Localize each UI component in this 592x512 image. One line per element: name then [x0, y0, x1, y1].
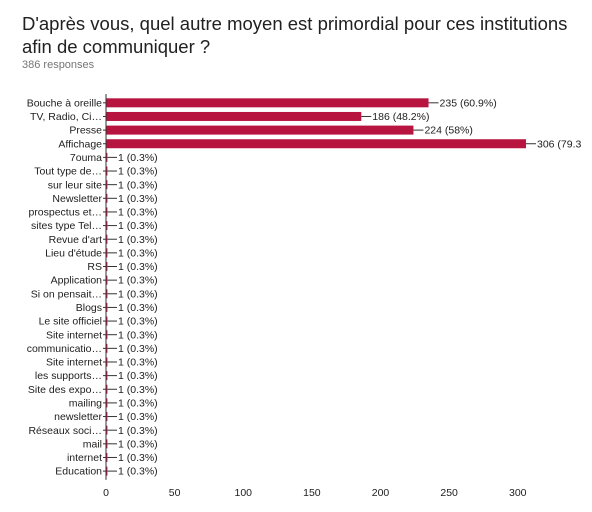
category-label: internet: [67, 452, 102, 464]
value-label: 1 (0.3%): [118, 398, 158, 410]
bar: [106, 275, 108, 285]
value-label: 1 (0.3%): [118, 438, 158, 450]
bar: [106, 384, 108, 394]
bar: [106, 398, 108, 408]
category-label: Site internet: [46, 357, 102, 369]
category-label: Newsletter: [52, 193, 102, 205]
category-label: Tout type de…: [34, 166, 102, 178]
category-label: Si on pensait…: [31, 288, 102, 300]
question-title: D'après vous, quel autre moyen est primo…: [22, 13, 568, 57]
x-tick-label: 100: [234, 487, 252, 499]
category-label: Revue d'art: [49, 234, 102, 246]
bar: [106, 98, 429, 108]
bar: [106, 330, 108, 340]
value-label: 1 (0.3%): [118, 329, 158, 341]
category-label: Education: [55, 466, 102, 478]
value-label: 235 (60.9%): [440, 97, 497, 109]
bar: [106, 166, 108, 176]
value-label: 1 (0.3%): [118, 316, 158, 328]
value-label: 1 (0.3%): [118, 220, 158, 232]
bar: [106, 180, 108, 190]
bar: [106, 193, 108, 203]
x-tick-label: 300: [509, 487, 527, 499]
bar: [106, 357, 108, 367]
category-label: prospectus et…: [28, 207, 102, 219]
value-label: 1 (0.3%): [118, 466, 158, 478]
category-label: les supports…: [35, 370, 102, 382]
value-label: 1 (0.3%): [118, 152, 158, 164]
value-label: 1 (0.3%): [118, 357, 158, 369]
bar: [106, 425, 108, 435]
value-label: 1 (0.3%): [118, 411, 158, 423]
x-tick-label: 150: [303, 487, 321, 499]
category-label: Presse: [69, 125, 102, 137]
value-label: 1 (0.3%): [118, 343, 158, 355]
value-label: 1 (0.3%): [118, 179, 158, 191]
value-label: 1 (0.3%): [118, 261, 158, 273]
category-label: Bouche à oreille: [27, 97, 102, 109]
category-label: Site des expo…: [28, 384, 102, 396]
bar: [106, 289, 108, 299]
value-label: 1 (0.3%): [118, 288, 158, 300]
bar: [106, 466, 108, 476]
value-label: 1 (0.3%): [118, 247, 158, 259]
category-label: communicatio…: [27, 343, 102, 355]
bar: [106, 316, 108, 326]
bar: [106, 262, 108, 271]
bar: [106, 234, 108, 244]
bar: [106, 221, 108, 231]
bar: [106, 139, 526, 149]
bar: [106, 248, 108, 258]
value-label: 1 (0.3%): [118, 166, 158, 178]
bar: [106, 412, 108, 422]
bar: [106, 125, 414, 135]
value-label: 1 (0.3%): [118, 370, 158, 382]
category-label: Site internet: [46, 329, 102, 341]
bar: [106, 343, 108, 353]
category-label: Blogs: [76, 302, 102, 314]
value-label: 1 (0.3%): [118, 452, 158, 464]
category-label: sites type Tel…: [31, 220, 102, 232]
value-label: 306 (79.3: [537, 138, 582, 150]
category-label: Application: [51, 275, 103, 287]
category-label: mailing: [69, 398, 102, 410]
value-label: 1 (0.3%): [118, 193, 158, 205]
value-label: 1 (0.3%): [118, 425, 158, 437]
x-tick-label: 0: [103, 487, 109, 499]
category-label: sur leur site: [48, 179, 102, 191]
bar: [106, 452, 108, 462]
value-label: 1 (0.3%): [118, 275, 158, 287]
bar: [106, 207, 108, 217]
value-label: 1 (0.3%): [118, 234, 158, 246]
category-label: Lieu d'étude: [45, 247, 102, 259]
category-label: TV, Radio, Ci…: [30, 111, 102, 123]
value-label: 1 (0.3%): [118, 384, 158, 396]
value-label: 1 (0.3%): [118, 302, 158, 314]
bar: [106, 111, 362, 121]
value-label: 224 (58%): [424, 125, 472, 137]
response-count: 386 responses: [22, 59, 95, 71]
category-label: Affichage: [58, 138, 102, 150]
bar: [106, 371, 108, 381]
x-tick-label: 250: [440, 487, 458, 499]
value-label: 186 (48.2%): [372, 111, 429, 123]
category-label: newsletter: [54, 411, 102, 423]
category-label: RS: [87, 261, 102, 273]
bar: [106, 152, 108, 162]
category-label: mail: [83, 438, 102, 450]
bar: [106, 439, 108, 449]
x-tick-label: 50: [169, 487, 181, 499]
category-label: 7ouma: [70, 152, 102, 164]
value-label: 1 (0.3%): [118, 207, 158, 219]
x-tick-label: 200: [372, 487, 390, 499]
category-label: Réseaux soci…: [28, 425, 102, 437]
bar: [106, 302, 108, 312]
category-label: Le site officiel: [39, 316, 102, 328]
